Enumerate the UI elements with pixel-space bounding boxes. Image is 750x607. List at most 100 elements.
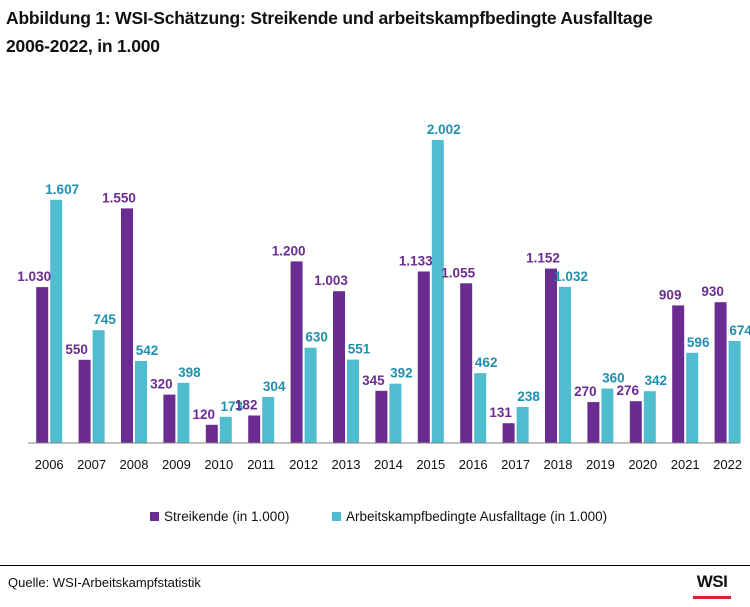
value-label-ausfalltage-2009: 398 [178, 365, 201, 380]
chart-title: Abbildung 1: WSI-Schätzung: Streikende u… [6, 4, 746, 60]
value-label-ausfalltage-2016: 462 [475, 355, 498, 370]
value-label-streikende-2013: 1.003 [314, 273, 348, 288]
x-tick-2020: 2020 [628, 457, 657, 472]
x-tick-2015: 2015 [416, 457, 445, 472]
legend: Streikende (in 1.000) Arbeitskampfbeding… [150, 509, 607, 524]
bar-ausfalltage-2020 [643, 391, 656, 443]
value-label-streikende-2007: 550 [65, 342, 88, 357]
bar-streikende-2009 [163, 394, 176, 443]
chart-title-line2: 2006-2022, in 1.000 [6, 36, 160, 56]
value-label-ausfalltage-2014: 392 [390, 366, 413, 381]
bar-streikende-2006 [36, 287, 49, 443]
legend-label-streikende: Streikende (in 1.000) [164, 509, 289, 524]
bar-streikende-2022 [714, 302, 727, 443]
bar-ausfalltage-2022 [728, 341, 741, 443]
x-tick-2006: 2006 [35, 457, 64, 472]
x-tick-2021: 2021 [671, 457, 700, 472]
value-label-streikende-2011: 182 [235, 398, 258, 413]
x-tick-2012: 2012 [289, 457, 318, 472]
x-tick-2011: 2011 [247, 457, 275, 472]
x-tick-2009: 2009 [162, 457, 191, 472]
x-tick-2016: 2016 [459, 457, 488, 472]
value-label-ausfalltage-2008: 542 [136, 343, 159, 358]
value-label-ausfalltage-2011: 304 [263, 379, 286, 394]
bars-group [36, 140, 741, 443]
legend-label-ausfalltage: Arbeitskampfbedingte Ausfalltage (in 1.0… [346, 509, 607, 524]
bar-ausfalltage-2011 [262, 397, 275, 443]
bar-streikende-2015 [417, 271, 430, 443]
x-tick-2017: 2017 [501, 457, 530, 472]
footer-divider [0, 565, 750, 566]
bar-ausfalltage-2016 [474, 373, 487, 443]
bar-streikende-2016 [460, 283, 473, 443]
value-label-ausfalltage-2018: 1.032 [554, 269, 588, 284]
value-label-ausfalltage-2022: 674 [729, 323, 750, 338]
bar-ausfalltage-2013 [347, 359, 359, 443]
value-label-streikende-2010: 120 [193, 407, 216, 422]
value-label-ausfalltage-2007: 745 [93, 312, 116, 327]
bar-ausfalltage-2021 [686, 352, 699, 443]
bar-ausfalltage-2007 [92, 330, 105, 443]
bar-streikende-2013 [333, 291, 345, 443]
bar-streikende-2014 [375, 390, 388, 443]
x-tick-2008: 2008 [120, 457, 149, 472]
value-label-streikende-2006: 1.030 [17, 269, 51, 284]
bar-streikende-2018 [545, 268, 557, 443]
bar-streikende-2021 [672, 305, 685, 443]
x-tick-2013: 2013 [332, 457, 361, 472]
chart-title-line1: Abbildung 1: WSI-Schätzung: Streikende u… [6, 8, 653, 28]
legend-swatch-streikende [150, 512, 159, 521]
x-tick-2019: 2019 [586, 457, 615, 472]
value-label-streikende-2008: 1.550 [102, 190, 136, 205]
value-label-streikende-2020: 276 [617, 383, 640, 398]
source-note: Quelle: WSI-Arbeitskampfstatistik [8, 575, 201, 590]
bar-ausfalltage-2012 [304, 347, 317, 443]
value-label-streikende-2012: 1.200 [272, 243, 306, 258]
value-label-streikende-2019: 270 [574, 384, 597, 399]
x-tick-2010: 2010 [204, 457, 233, 472]
value-label-streikende-2014: 345 [362, 373, 385, 388]
value-label-ausfalltage-2012: 630 [305, 330, 328, 345]
bar-streikende-2017 [502, 423, 515, 443]
value-label-ausfalltage-2021: 596 [687, 335, 710, 350]
value-label-streikende-2016: 1.055 [441, 265, 475, 280]
value-label-ausfalltage-2017: 238 [517, 389, 540, 404]
bar-streikende-2008 [121, 208, 133, 443]
bar-ausfalltage-2014 [389, 383, 402, 443]
value-label-ausfalltage-2013: 551 [348, 342, 371, 357]
bar-ausfalltage-2009 [177, 382, 190, 443]
x-tick-2022: 2022 [713, 457, 742, 472]
legend-swatch-ausfalltage [332, 512, 341, 521]
wsi-logo: WSI [693, 572, 731, 599]
value-label-streikende-2009: 320 [150, 377, 173, 392]
x-tick-2014: 2014 [374, 457, 403, 472]
bar-ausfalltage-2010 [219, 416, 232, 443]
value-label-streikende-2017: 131 [489, 405, 512, 420]
value-label-ausfalltage-2020: 342 [645, 373, 668, 388]
value-label-streikende-2022: 930 [701, 284, 724, 299]
value-label-ausfalltage-2015: 2.002 [427, 122, 461, 137]
bar-streikende-2007 [78, 359, 91, 443]
bar-streikende-2011 [248, 415, 261, 443]
value-label-streikende-2018: 1.152 [526, 251, 560, 266]
value-label-ausfalltage-2010: 173 [221, 399, 244, 414]
x-tick-2018: 2018 [544, 457, 573, 472]
value-label-ausfalltage-2006: 1.607 [45, 182, 79, 197]
bar-streikende-2020 [629, 401, 642, 443]
bar-streikende-2019 [587, 402, 600, 443]
value-label-streikende-2015: 1.133 [399, 254, 433, 269]
bar-ausfalltage-2008 [135, 361, 147, 443]
bar-ausfalltage-2019 [601, 388, 614, 443]
bar-ausfalltage-2006 [50, 199, 63, 443]
bar-ausfalltage-2018 [559, 286, 571, 443]
x-tick-labels-group: 2006 2007 2008 2009 2010 2011 2012 2013 2014 2015… [35, 457, 742, 472]
value-label-streikende-2021: 909 [659, 287, 682, 302]
bar-streikende-2010 [205, 424, 218, 443]
bar-streikende-2012 [290, 261, 303, 443]
x-tick-2007: 2007 [77, 457, 106, 472]
bar-ausfalltage-2017 [516, 407, 529, 443]
bar-ausfalltage-2015 [431, 140, 444, 443]
value-label-ausfalltage-2019: 360 [602, 371, 625, 386]
